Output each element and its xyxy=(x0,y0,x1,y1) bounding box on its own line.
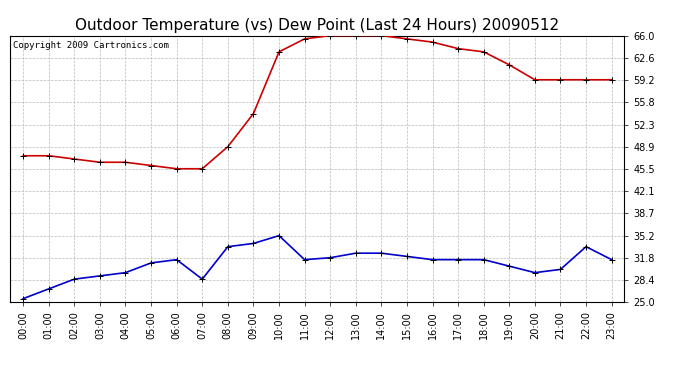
Text: Copyright 2009 Cartronics.com: Copyright 2009 Cartronics.com xyxy=(13,41,169,50)
Title: Outdoor Temperature (vs) Dew Point (Last 24 Hours) 20090512: Outdoor Temperature (vs) Dew Point (Last… xyxy=(75,18,560,33)
